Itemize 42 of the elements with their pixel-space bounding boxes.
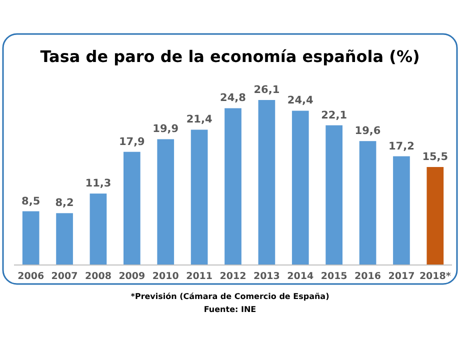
data-label: 17,2: [388, 140, 414, 152]
x-tick-label: 2018*: [419, 271, 451, 282]
data-label: 15,5: [422, 151, 448, 164]
x-tick-label: 2017: [388, 271, 415, 282]
bar: [56, 213, 73, 265]
source-note: Fuente: INE: [204, 305, 256, 314]
x-tick-label: 2016: [354, 271, 382, 282]
data-label: 24,4: [287, 94, 314, 107]
bar: [124, 152, 140, 265]
data-label: 19,6: [354, 125, 381, 138]
x-tick-label: 2009: [118, 271, 146, 282]
bar: [90, 194, 107, 265]
bar: [426, 167, 444, 265]
x-tick-label: 2010: [152, 271, 180, 282]
bar: [224, 108, 242, 265]
bar: [359, 141, 376, 265]
x-tick-label: 2013: [253, 271, 280, 282]
chart-title: Tasa de paro de la economía española (%): [40, 47, 420, 66]
data-label: 21,4: [186, 114, 212, 126]
text: *Previsión (Cámara de Comercio de España): [130, 292, 330, 301]
x-tick-label: 2015: [320, 271, 348, 282]
data-label: 19,9: [152, 123, 179, 136]
bar: [393, 156, 410, 265]
data-label: 11,3: [85, 178, 112, 190]
bar: [22, 211, 40, 265]
data-label: 22,1: [321, 109, 348, 122]
data-label: 8,5: [22, 195, 40, 208]
data-label: 8,2: [55, 197, 74, 210]
x-tick-label: 2008: [85, 271, 112, 282]
bar: [258, 100, 276, 265]
x-tick-label: 2006: [18, 271, 44, 282]
x-tick-label: 2011: [186, 271, 213, 282]
x-tick-label: 2014: [287, 271, 314, 282]
bar: [190, 130, 208, 265]
data-label: 26,1: [254, 84, 280, 96]
x-tick-label: 2012: [220, 271, 246, 282]
bar: [157, 139, 174, 265]
data-label: 24,8: [220, 92, 246, 104]
bar: [292, 110, 309, 265]
bar: [326, 125, 342, 265]
data-label: 17,9: [118, 136, 145, 148]
x-tick-label: 2007: [51, 271, 78, 282]
